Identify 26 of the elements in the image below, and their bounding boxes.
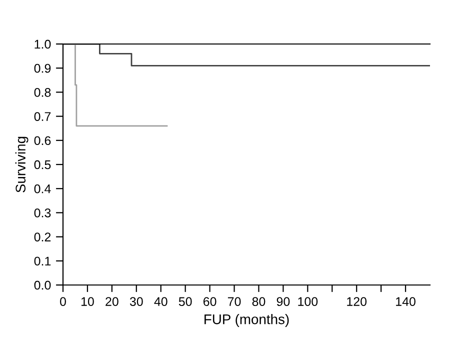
y-tick-label: 0.8 xyxy=(34,88,51,97)
x-tick-label: 0 xyxy=(60,297,66,306)
x-tick-label: 40 xyxy=(154,297,168,306)
x-tick-label: 20 xyxy=(106,297,118,306)
y-tick-label: 0.0 xyxy=(34,280,51,290)
x-tick-label: 140 xyxy=(396,297,416,306)
x-tick-label: 120 xyxy=(347,297,367,306)
x-axis-title: FUP (months) xyxy=(204,314,289,327)
y-tick-label: 0.2 xyxy=(34,232,51,242)
y-tick-label: 0.5 xyxy=(34,160,51,170)
x-tick-label: 10 xyxy=(81,297,94,306)
x-tick-label: 50 xyxy=(178,297,192,306)
x-tick-label: 60 xyxy=(203,297,216,306)
x-tick-label: 90 xyxy=(276,297,290,306)
x-tick-label: 70 xyxy=(228,297,241,306)
x-tick-label: 30 xyxy=(130,297,143,306)
y-tick-label: 0.1 xyxy=(34,256,51,266)
y-tick-label: 1.0 xyxy=(34,40,51,49)
y-tick-label: 0.9 xyxy=(34,64,51,73)
y-tick-label: 0.6 xyxy=(34,136,51,146)
y-tick-label: 0.3 xyxy=(34,208,51,218)
x-tick-label: 80 xyxy=(252,297,266,306)
y-tick-label: 0.7 xyxy=(34,112,51,121)
x-tick-label: 100 xyxy=(298,297,318,306)
y-axis-title: Surviving xyxy=(15,136,28,192)
y-tick-label: 0.4 xyxy=(34,184,51,194)
